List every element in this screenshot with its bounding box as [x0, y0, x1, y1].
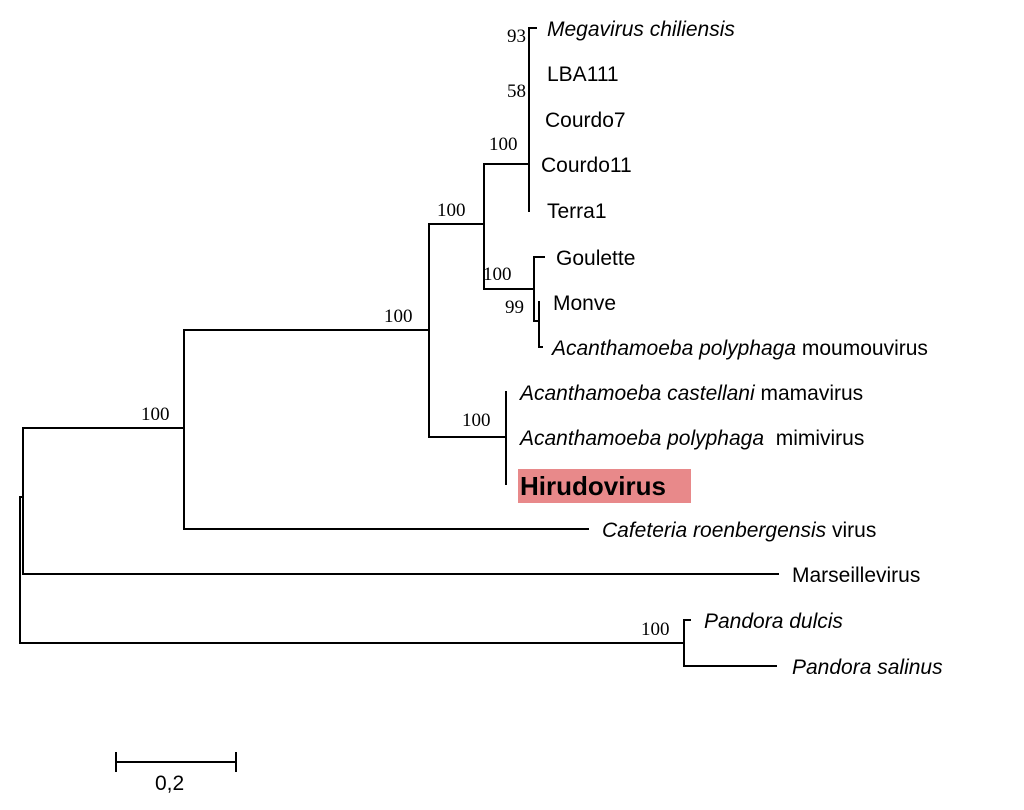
bootstrap-lba111-node: 58	[507, 81, 526, 102]
taxon-hirudovirus: Hirudovirus	[520, 471, 666, 501]
taxon-mamavirus: Acanthamoeba castellani mamavirus	[518, 382, 863, 405]
scale-bar: 0,2	[115, 752, 237, 795]
taxon-mimivirus-part-1: mimivirus	[764, 427, 864, 450]
taxon-courdo11: Courdo11	[541, 154, 632, 177]
bootstrap-values: 93 58 100 100 100 99 100 100 100 100	[141, 26, 670, 640]
bootstrap-pandora-clade: 100	[641, 619, 670, 640]
taxon-goulette-part-0: Goulette	[556, 247, 635, 270]
bootstrap-mimivirus-clade: 100	[462, 410, 491, 431]
tree-branches	[19, 27, 779, 667]
taxon-goulette: Goulette	[556, 247, 635, 270]
taxon-courdo11-part-0: Courdo11	[541, 154, 632, 177]
taxon-cafeteria-roenbergensis: Cafeteria roenbergensis virus	[602, 519, 876, 542]
taxon-moumouvirus-part-1: moumouvirus	[796, 337, 928, 360]
taxon-pandora-dulcis: Pandora dulcis	[704, 610, 843, 633]
bootstrap-megavirus-clade: 100	[489, 134, 518, 155]
hirudovirus-highlight	[518, 469, 691, 503]
taxon-hirudovirus-part-0: Hirudovirus	[520, 471, 666, 501]
taxon-mamavirus-part-1: mamavirus	[755, 382, 864, 405]
taxon-pandora-salinus: Pandora salinus	[792, 656, 943, 679]
taxon-pandora_dulcis-part-0: Pandora dulcis	[704, 610, 843, 633]
taxon-terra1-part-0: Terra1	[547, 200, 607, 223]
taxon-monve: Monve	[553, 292, 616, 315]
taxon-lba111-part-0: LBA111	[547, 63, 619, 86]
taxon-courdo7: Courdo7	[545, 109, 626, 132]
taxon-cafeteria-part-0: Cafeteria roenbergensis	[602, 519, 827, 542]
taxon-mamavirus-part-0: Acanthamoeba castellani	[518, 382, 756, 405]
taxon-mimivirus-part-0: Acanthamoeba polyphaga	[518, 427, 764, 450]
bootstrap-monve-node: 99	[505, 297, 524, 318]
bootstrap-goulette-clade: 100	[483, 264, 512, 285]
taxon-pandora_salinus-part-0: Pandora salinus	[792, 656, 943, 679]
bootstrap-megavirus-node: 93	[507, 26, 526, 47]
scale-bar-label: 0,2	[155, 772, 184, 795]
taxon-megavirus-chiliensis: Megavirus chiliensis	[547, 18, 735, 41]
taxon-megavirus-part-0: Megavirus chiliensis	[547, 18, 735, 41]
bootstrap-megamoumou-clade: 100	[437, 200, 466, 221]
taxon-labels: Megavirus chiliensis LBA111 Courdo7 Cour…	[518, 18, 943, 679]
bootstrap-mimiviridae-clade: 100	[384, 306, 413, 327]
taxon-marseillevirus-part-0: Marseillevirus	[792, 564, 920, 587]
taxon-monve-part-0: Monve	[553, 292, 616, 315]
taxon-mimivirus: Acanthamoeba polyphaga mimivirus	[518, 427, 864, 450]
taxon-lba111: LBA111	[547, 63, 619, 86]
taxon-marseillevirus: Marseillevirus	[792, 564, 920, 587]
taxon-moumouvirus-part-0: Acanthamoeba polyphaga	[550, 337, 796, 360]
taxon-courdo7-part-0: Courdo7	[545, 109, 626, 132]
bootstrap-cafeteria-clade: 100	[141, 404, 170, 425]
taxon-terra1: Terra1	[547, 200, 607, 223]
taxon-cafeteria-part-1: virus	[826, 519, 876, 542]
taxon-moumouvirus: Acanthamoeba polyphaga moumouvirus	[550, 337, 928, 360]
